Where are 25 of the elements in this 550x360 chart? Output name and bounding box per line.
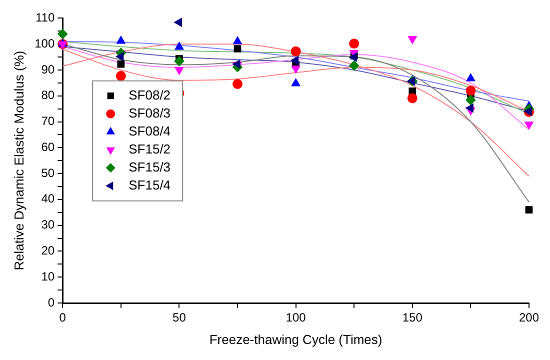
x-tick-label: 150 [402,310,423,325]
y-tick-label: 100 [34,36,55,50]
y-tick-label: 110 [35,10,55,25]
x-tick-label: 100 [286,310,306,325]
y-tick-label: 40 [41,192,55,206]
legend-label: SF15/4 [128,177,171,192]
y-tick-label: 60 [41,140,55,154]
legend-label: SF15/3 [128,159,171,174]
legend-label: SF08/3 [128,105,171,120]
x-tick-label: 0 [59,310,66,325]
y-tick-label: 70 [41,114,55,128]
y-tick-label: 90 [41,62,55,76]
y-axis-title: Relative Dynamic Elastic Modulus (%) [11,50,26,270]
y-tick-label: 10 [41,269,55,284]
legend-label: SF08/4 [128,123,171,138]
y-tick-label: 0 [48,295,55,310]
legend-label: SF15/2 [128,141,171,156]
legend-label: SF08/2 [128,87,171,102]
x-axis-title: Freeze-thawing Cycle (Times) [209,332,382,347]
x-tick-label: 200 [518,310,540,325]
y-tick-label: 30 [41,218,55,232]
y-tick-label: 80 [41,88,55,102]
y-tick-label: 20 [41,244,55,258]
y-tick-label: 50 [41,166,55,180]
x-tick-label: 50 [172,310,186,325]
